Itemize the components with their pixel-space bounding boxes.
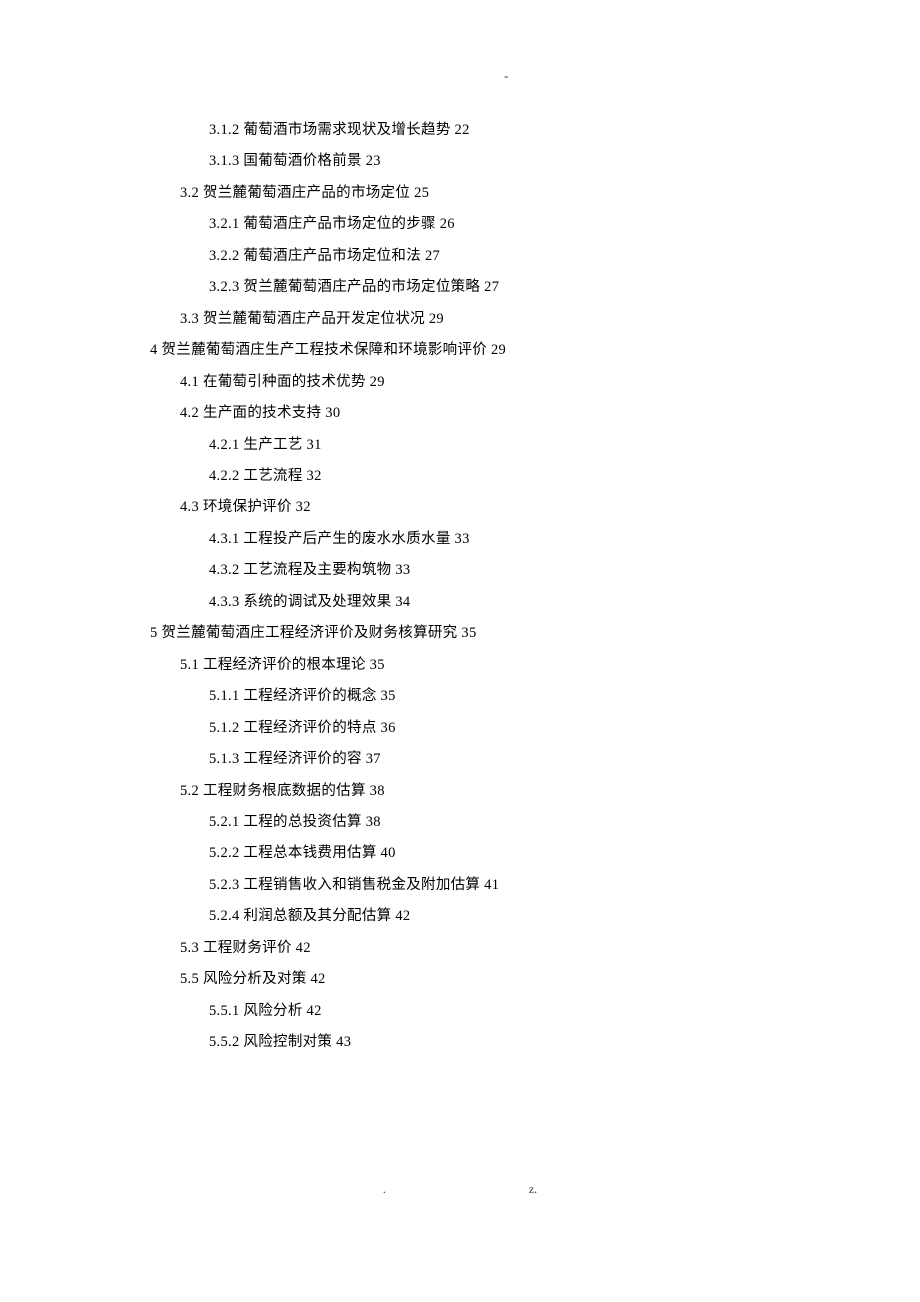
toc-container: 3.1.2 葡萄酒市场需求现状及增长趋势 22 3.1.3 国葡萄酒价格前景 2… (0, 0, 920, 1059)
toc-entry: 5 贺兰麓葡萄酒庄工程经济评价及财务核算研究 35 (150, 618, 770, 649)
toc-entry: 5.1 工程经济评价的根本理论 35 (180, 650, 770, 681)
toc-entry: 5.1.3 工程经济评价的容 37 (209, 744, 770, 775)
footer-dot: . (383, 1182, 386, 1197)
footer-page-mark: z. (529, 1182, 537, 1197)
toc-entry: 4.3.3 系统的调试及处理效果 34 (209, 587, 770, 618)
toc-entry: 5.2 工程财务根底数据的估算 38 (180, 776, 770, 807)
toc-entry: 4.2.1 生产工艺 31 (209, 430, 770, 461)
toc-entry: 5.5.1 风险分析 42 (209, 996, 770, 1027)
toc-entry: 3.2.3 贺兰麓葡萄酒庄产品的市场定位策略 27 (209, 272, 770, 303)
toc-entry: 5.2.2 工程总本钱费用估算 40 (209, 838, 770, 869)
toc-entry: 4.3 环境保护评价 32 (180, 492, 770, 523)
toc-entry: 3.2.1 葡萄酒庄产品市场定位的步骤 26 (209, 209, 770, 240)
toc-entry: 4.3.2 工艺流程及主要构筑物 33 (209, 555, 770, 586)
toc-entry: 5.2.1 工程的总投资估算 38 (209, 807, 770, 838)
toc-entry: 5.1.1 工程经济评价的概念 35 (209, 681, 770, 712)
toc-entry: 4.2 生产面的技术支持 30 (180, 398, 770, 429)
toc-entry: 4.1 在葡萄引种面的技术优势 29 (180, 367, 770, 398)
toc-entry: 5.2.4 利润总额及其分配估算 42 (209, 901, 770, 932)
toc-entry: 5.1.2 工程经济评价的特点 36 (209, 713, 770, 744)
footer: . z. (0, 1182, 920, 1197)
toc-entry: 5.5.2 风险控制对策 43 (209, 1027, 770, 1058)
toc-entry: 5.2.3 工程销售收入和销售税金及附加估算 41 (209, 870, 770, 901)
toc-entry: 4.2.2 工艺流程 32 (209, 461, 770, 492)
toc-entry: 3.1.3 国葡萄酒价格前景 23 (209, 146, 770, 177)
toc-entry: 3.2 贺兰麓葡萄酒庄产品的市场定位 25 (180, 178, 770, 209)
toc-entry: 4 贺兰麓葡萄酒庄生产工程技术保障和环境影响评价 29 (150, 335, 770, 366)
toc-entry: 3.3 贺兰麓葡萄酒庄产品开发定位状况 29 (180, 304, 770, 335)
toc-entry: 4.3.1 工程投产后产生的废水水质水量 33 (209, 524, 770, 555)
toc-entry: 5.5 风险分析及对策 42 (180, 964, 770, 995)
toc-entry: 3.2.2 葡萄酒庄产品市场定位和法 27 (209, 241, 770, 272)
toc-entry: 5.3 工程财务评价 42 (180, 933, 770, 964)
toc-entry: 3.1.2 葡萄酒市场需求现状及增长趋势 22 (209, 115, 770, 146)
header-mark: - (504, 68, 508, 84)
